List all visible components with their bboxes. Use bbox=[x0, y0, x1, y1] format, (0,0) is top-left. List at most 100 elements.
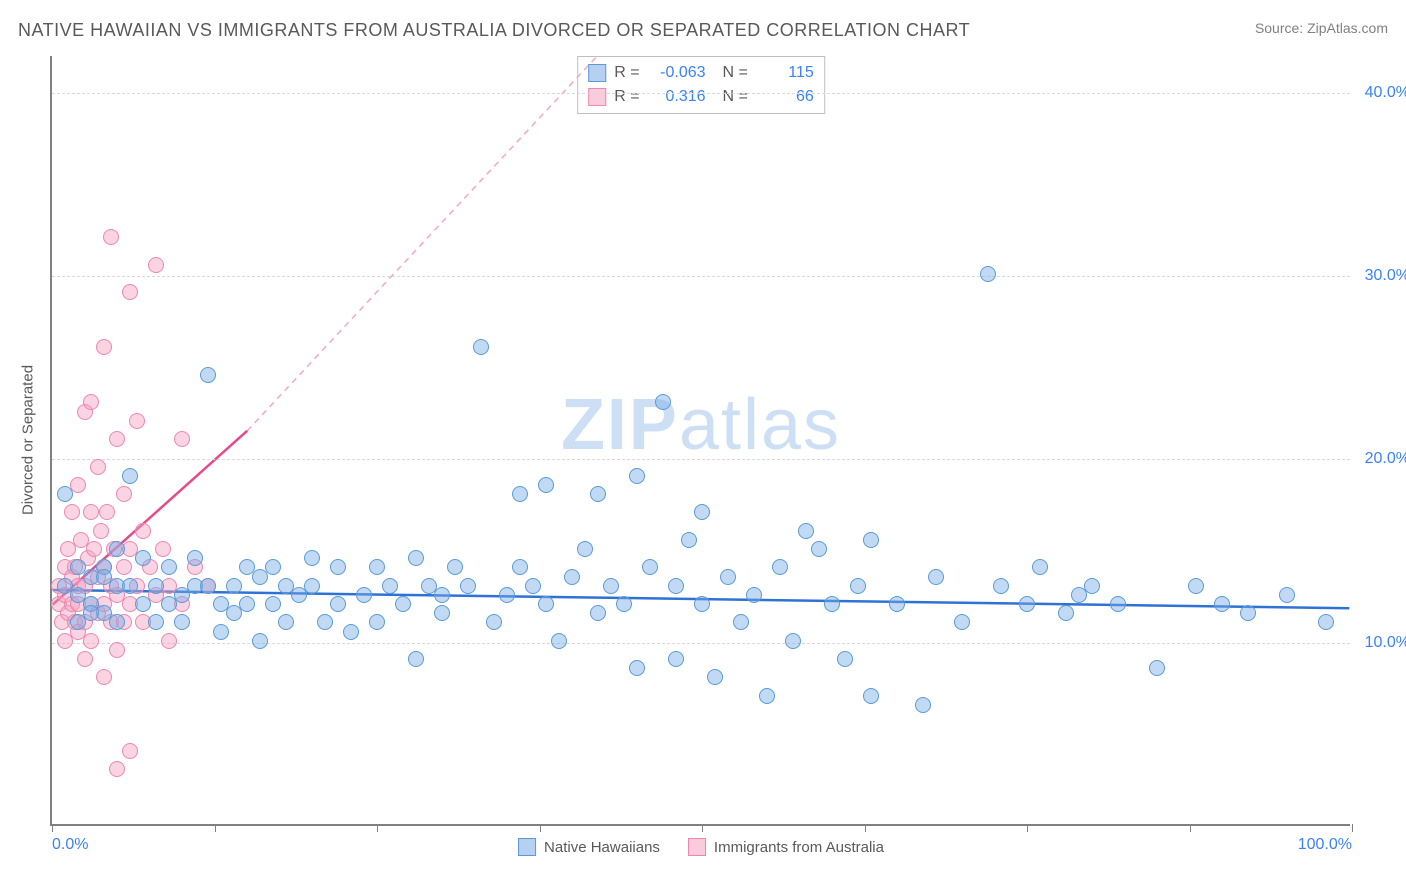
y-tick-label: 20.0% bbox=[1365, 450, 1406, 468]
data-point bbox=[577, 541, 593, 557]
data-point bbox=[200, 367, 216, 383]
data-point bbox=[83, 605, 99, 621]
data-point bbox=[655, 394, 671, 410]
x-tick bbox=[215, 824, 216, 832]
y-tick-label: 10.0% bbox=[1365, 634, 1406, 652]
data-point bbox=[122, 284, 138, 300]
data-point bbox=[1084, 578, 1100, 594]
data-point bbox=[1188, 578, 1204, 594]
data-point bbox=[811, 541, 827, 557]
data-point bbox=[1019, 596, 1035, 612]
data-point bbox=[512, 486, 528, 502]
data-point bbox=[83, 633, 99, 649]
data-point bbox=[96, 669, 112, 685]
x-tick bbox=[865, 824, 866, 832]
data-point bbox=[330, 559, 346, 575]
data-point bbox=[148, 614, 164, 630]
data-point bbox=[187, 550, 203, 566]
x-tick bbox=[1352, 824, 1353, 832]
data-point bbox=[850, 578, 866, 594]
data-point bbox=[772, 559, 788, 575]
data-point bbox=[928, 569, 944, 585]
data-point bbox=[408, 550, 424, 566]
n-label: N = bbox=[714, 85, 748, 109]
data-point bbox=[668, 651, 684, 667]
data-point bbox=[629, 660, 645, 676]
gridline bbox=[52, 459, 1350, 460]
n-value-blue: 115 bbox=[756, 61, 814, 85]
blue-swatch-icon bbox=[518, 838, 536, 856]
data-point bbox=[1318, 614, 1334, 630]
data-point bbox=[499, 587, 515, 603]
data-point bbox=[1058, 605, 1074, 621]
data-point bbox=[369, 614, 385, 630]
data-point bbox=[239, 596, 255, 612]
y-tick-label: 30.0% bbox=[1365, 267, 1406, 285]
legend-label-pink: Immigrants from Australia bbox=[714, 839, 884, 856]
data-point bbox=[122, 578, 138, 594]
data-point bbox=[161, 559, 177, 575]
blue-swatch-icon bbox=[588, 64, 606, 82]
legend-item-pink: Immigrants from Australia bbox=[688, 838, 884, 856]
data-point bbox=[889, 596, 905, 612]
data-point bbox=[135, 523, 151, 539]
data-point bbox=[1149, 660, 1165, 676]
data-point bbox=[83, 504, 99, 520]
data-point bbox=[525, 578, 541, 594]
legend-label-blue: Native Hawaiians bbox=[544, 839, 660, 856]
data-point bbox=[408, 651, 424, 667]
data-point bbox=[824, 596, 840, 612]
data-point bbox=[590, 605, 606, 621]
trend-lines bbox=[52, 56, 1350, 824]
data-point bbox=[109, 541, 125, 557]
data-point bbox=[954, 614, 970, 630]
data-point bbox=[733, 614, 749, 630]
data-point bbox=[86, 541, 102, 557]
data-point bbox=[155, 541, 171, 557]
data-point bbox=[109, 642, 125, 658]
data-point bbox=[252, 633, 268, 649]
data-point bbox=[863, 532, 879, 548]
data-point bbox=[174, 431, 190, 447]
data-point bbox=[759, 688, 775, 704]
data-point bbox=[863, 688, 879, 704]
data-point bbox=[382, 578, 398, 594]
data-point bbox=[785, 633, 801, 649]
data-point bbox=[109, 614, 125, 630]
scatter-plot: ZIPatlas R = -0.063 N = 115 R = 0.316 N … bbox=[50, 56, 1350, 826]
data-point bbox=[1032, 559, 1048, 575]
data-point bbox=[616, 596, 632, 612]
data-point bbox=[746, 587, 762, 603]
data-point bbox=[538, 477, 554, 493]
data-point bbox=[109, 431, 125, 447]
data-point bbox=[278, 614, 294, 630]
n-label: N = bbox=[714, 61, 748, 85]
data-point bbox=[629, 468, 645, 484]
legend-row-blue: R = -0.063 N = 115 bbox=[588, 61, 814, 85]
data-point bbox=[642, 559, 658, 575]
watermark: ZIPatlas bbox=[561, 384, 841, 466]
x-tick-label: 100.0% bbox=[1298, 836, 1352, 854]
x-tick-label: 0.0% bbox=[52, 836, 88, 854]
series-legend: Native Hawaiians Immigrants from Austral… bbox=[518, 838, 884, 856]
chart-title: NATIVE HAWAIIAN VS IMMIGRANTS FROM AUSTR… bbox=[18, 20, 970, 41]
data-point bbox=[135, 596, 151, 612]
data-point bbox=[116, 486, 132, 502]
data-point bbox=[129, 413, 145, 429]
x-tick bbox=[1190, 824, 1191, 832]
pink-swatch-icon bbox=[588, 88, 606, 106]
data-point bbox=[90, 459, 106, 475]
data-point bbox=[330, 596, 346, 612]
gridline bbox=[52, 276, 1350, 277]
data-point bbox=[369, 559, 385, 575]
data-point bbox=[668, 578, 684, 594]
x-tick bbox=[1027, 824, 1028, 832]
r-value-pink: 0.316 bbox=[648, 85, 706, 109]
data-point bbox=[551, 633, 567, 649]
source-attribution: Source: ZipAtlas.com bbox=[1255, 20, 1388, 36]
data-point bbox=[83, 394, 99, 410]
data-point bbox=[681, 532, 697, 548]
gridline bbox=[52, 643, 1350, 644]
data-point bbox=[564, 569, 580, 585]
r-value-blue: -0.063 bbox=[648, 61, 706, 85]
